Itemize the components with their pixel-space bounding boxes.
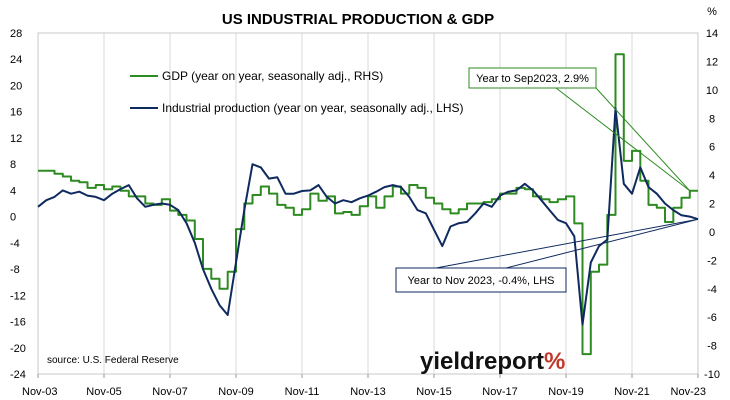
series-layer — [37, 53, 699, 356]
annotation-box — [395, 267, 567, 293]
right-tick-label: 6 — [709, 142, 715, 154]
left-tick-label: 0 — [10, 212, 16, 224]
brand-wordmark: yieldreport% — [420, 348, 565, 375]
x-tick-label: Nov-19 — [548, 386, 583, 398]
left-tick-label: 8 — [10, 159, 16, 171]
left-tick-label: 16 — [10, 107, 22, 119]
right-tick-label: -2 — [707, 255, 717, 267]
x-tick-label: Nov-17 — [482, 386, 517, 398]
chart-title: US INDUSTRIAL PRODUCTION & GDP — [222, 11, 494, 28]
left-tick-label: -4 — [10, 238, 20, 250]
legend: GDP (year on year, seasonally adj., RHS)… — [130, 69, 464, 115]
left-tick-label: -8 — [10, 264, 20, 276]
right-tick-label: 14 — [706, 28, 718, 40]
annotation-leader — [505, 218, 699, 269]
annotation-leader — [435, 218, 699, 269]
right-tick-label: -4 — [707, 284, 717, 296]
left-tick-label: -12 — [10, 290, 26, 302]
legend-label: Industrial production (year on year, sea… — [162, 101, 464, 115]
left-tick-label: 20 — [10, 80, 22, 92]
right-axis: 14 12 10 8 6 4 2 0 -2 -4 -6 -8 -10 — [704, 28, 720, 381]
right-tick-label: -10 — [704, 369, 720, 381]
x-tick-label: Nov-15 — [416, 386, 451, 398]
annotation-leader — [595, 87, 691, 192]
x-tick-label: Nov-07 — [152, 386, 187, 398]
x-tick-label: Nov-23 — [671, 386, 706, 398]
right-tick-label: 4 — [709, 170, 715, 182]
source-note: source: U.S. Federal Reserve — [47, 355, 179, 366]
annotations: Year to Sep2023, 2.9% Year to Nov 2023, -… — [395, 67, 699, 293]
x-tick-label: Nov-13 — [350, 386, 385, 398]
x-tick-label: Nov-05 — [86, 386, 121, 398]
right-tick-label: 0 — [709, 227, 715, 239]
annotation-label: Year to Nov 2023, -0.4%, LHS — [408, 275, 555, 287]
annotation-leader — [555, 87, 691, 192]
yieldreport-logo: yieldreport% — [420, 348, 565, 375]
annotation-label: Year to Sep2023, 2.9% — [476, 73, 589, 85]
left-tick-label: -20 — [10, 343, 26, 355]
left-tick-label: -16 — [10, 317, 26, 329]
x-tick-label: Nov-11 — [285, 386, 320, 398]
brand-text: yieldreport — [420, 348, 544, 375]
x-tick-label: Nov-09 — [218, 386, 253, 398]
right-tick-label: 10 — [706, 85, 718, 97]
left-tick-label: -24 — [10, 369, 26, 381]
brand-percent-symbol: % — [544, 348, 565, 375]
annotation-box — [468, 67, 597, 89]
right-tick-label: 2 — [709, 199, 715, 211]
x-tick-label: Nov-21 — [614, 386, 649, 398]
left-tick-label: 12 — [10, 133, 22, 145]
left-tick-label: 28 — [10, 28, 22, 40]
right-axis-unit: % — [707, 6, 717, 18]
left-axis: 28 24 20 16 12 8 4 0 -4 -8 -12 -16 -20 -24 — [10, 28, 26, 381]
right-tick-label: 8 — [709, 113, 715, 125]
right-tick-label: -6 — [707, 312, 717, 324]
industrial-production-series-line — [37, 107, 699, 326]
x-tick-label: Nov-03 — [22, 386, 57, 398]
right-tick-label: 12 — [706, 56, 718, 68]
x-axis: Nov-03 Nov-05 Nov-07 Nov-09 Nov-11 Nov-13 Nov-… — [22, 374, 706, 398]
left-tick-label: 4 — [10, 185, 16, 197]
legend-label: GDP (year on year, seasonally adj., RHS) — [162, 69, 383, 83]
right-tick-label: -8 — [707, 341, 717, 353]
left-tick-label: 24 — [10, 54, 22, 66]
